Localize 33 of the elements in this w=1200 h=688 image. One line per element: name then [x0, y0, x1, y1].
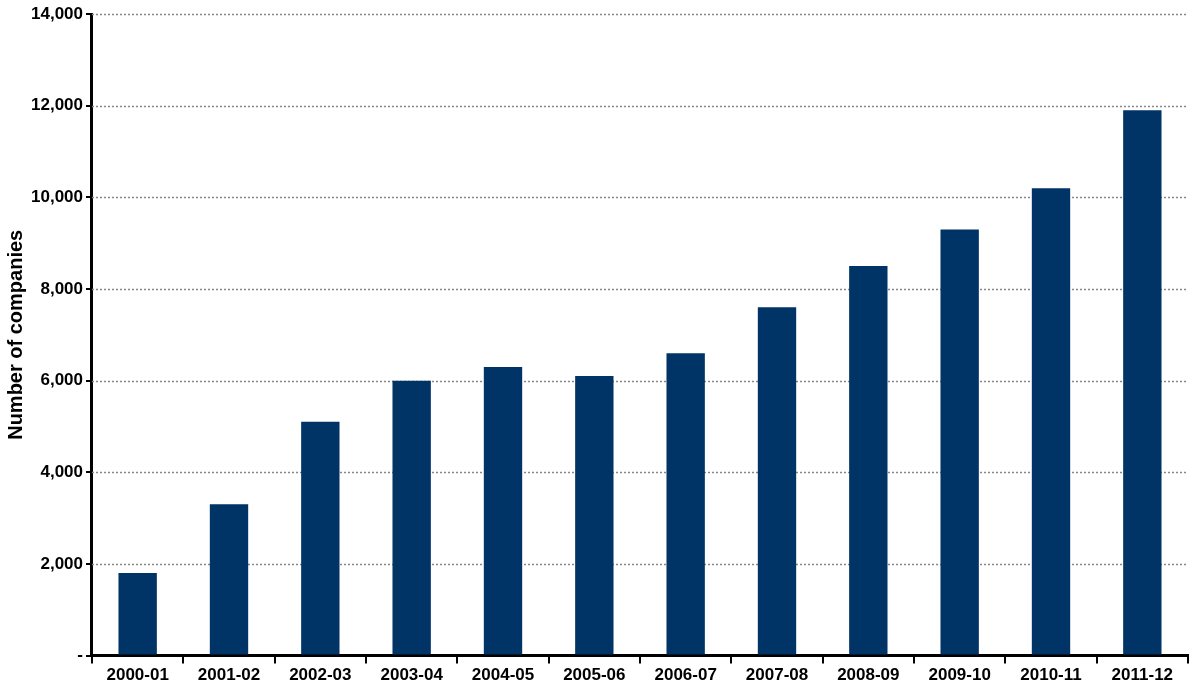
bar [666, 353, 705, 655]
bar [483, 366, 523, 655]
x-tick-label: 2007-08 [745, 665, 809, 685]
x-tick-label: 2009-10 [928, 665, 991, 685]
x-tick-label: 2011-12 [1111, 665, 1174, 685]
x-tick-label: 2005-06 [563, 665, 626, 685]
x-tick-label: 2001-02 [197, 665, 261, 685]
y-tick-label: 14,000 [31, 3, 83, 23]
bar [849, 266, 888, 655]
x-tick-label: 2000-01 [106, 665, 169, 685]
bar [940, 229, 979, 655]
bar [209, 504, 249, 655]
bar [1031, 188, 1071, 655]
bar [575, 376, 614, 655]
y-tick-label: 10,000 [31, 187, 83, 206]
x-tick-label: 2002-03 [289, 665, 352, 685]
bar [392, 380, 431, 655]
y-tick-label: 8,000 [40, 278, 83, 298]
x-tick-label: 2008-09 [837, 665, 900, 685]
y-tick-label: 6,000 [40, 370, 83, 390]
y-tick-label: 4,000 [40, 461, 83, 481]
x-tick-label: 2003-04 [380, 665, 444, 685]
x-tick-label: 2004-05 [471, 665, 535, 685]
bar [118, 573, 157, 655]
bar [1123, 110, 1162, 655]
bar [757, 307, 797, 655]
bar [301, 421, 340, 655]
y-tick-label: 2,000 [40, 553, 83, 573]
y-axis-title: Number of companies [3, 229, 26, 440]
y-tick-label: - [77, 645, 83, 665]
y-tick-label: 12,000 [31, 95, 83, 115]
x-tick-label: 2010-11 [1020, 665, 1082, 685]
x-tick-label: 2006-07 [654, 665, 717, 685]
